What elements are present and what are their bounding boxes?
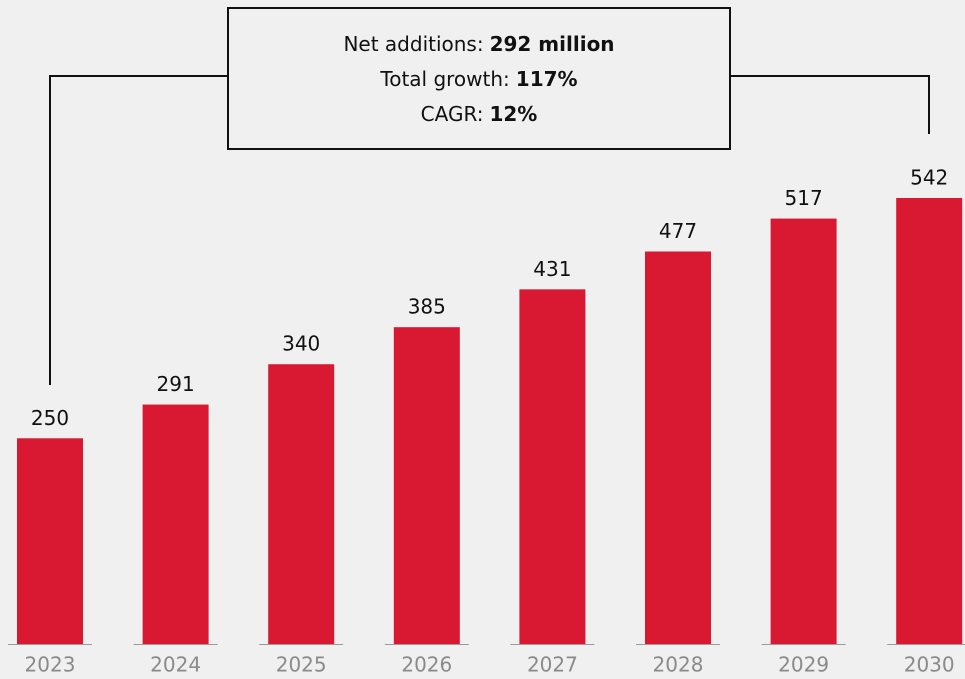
x-tick-label: 2028 <box>653 653 704 677</box>
annotation-value: 117% <box>516 67 578 91</box>
value-label: 542 <box>910 166 948 190</box>
x-tick-label: 2029 <box>778 653 829 677</box>
value-label: 250 <box>31 406 69 430</box>
x-tick-label: 2026 <box>401 653 452 677</box>
annotation-value: 12% <box>489 102 537 126</box>
value-label: 385 <box>408 295 446 319</box>
x-tick-label: 2030 <box>904 653 955 677</box>
annotation: Net additions: 292 million Total growth: 11… <box>343 32 614 126</box>
annotation-line: CAGR: 12% <box>421 102 538 126</box>
annotation-label: CAGR: <box>421 102 484 126</box>
bar <box>770 218 837 644</box>
annotation-label: Net additions: <box>343 32 483 56</box>
bar <box>393 327 460 644</box>
bar <box>896 198 963 644</box>
x-tick-label: 2024 <box>150 653 201 677</box>
value-label: 431 <box>533 257 571 281</box>
bar <box>142 404 209 644</box>
bar <box>268 364 335 644</box>
bar <box>645 251 711 644</box>
x-tick-label: 2025 <box>276 653 327 677</box>
annotation-box <box>227 7 731 150</box>
bar <box>17 438 83 644</box>
value-label: 340 <box>282 332 320 356</box>
connector <box>730 75 930 134</box>
value-label: 517 <box>785 186 823 210</box>
value-label: 291 <box>157 372 195 396</box>
value-label: 477 <box>659 219 697 243</box>
bar <box>519 289 586 644</box>
x-tick-label: 2023 <box>25 653 76 677</box>
annotation-value: 292 million <box>490 32 615 56</box>
annotation-line: Net additions: 292 million <box>343 32 614 56</box>
x-tick-label: 2027 <box>527 653 578 677</box>
connector <box>49 75 228 385</box>
annotation-line: Total growth: 117% <box>379 67 577 91</box>
annotation-label: Total growth: <box>379 67 509 91</box>
